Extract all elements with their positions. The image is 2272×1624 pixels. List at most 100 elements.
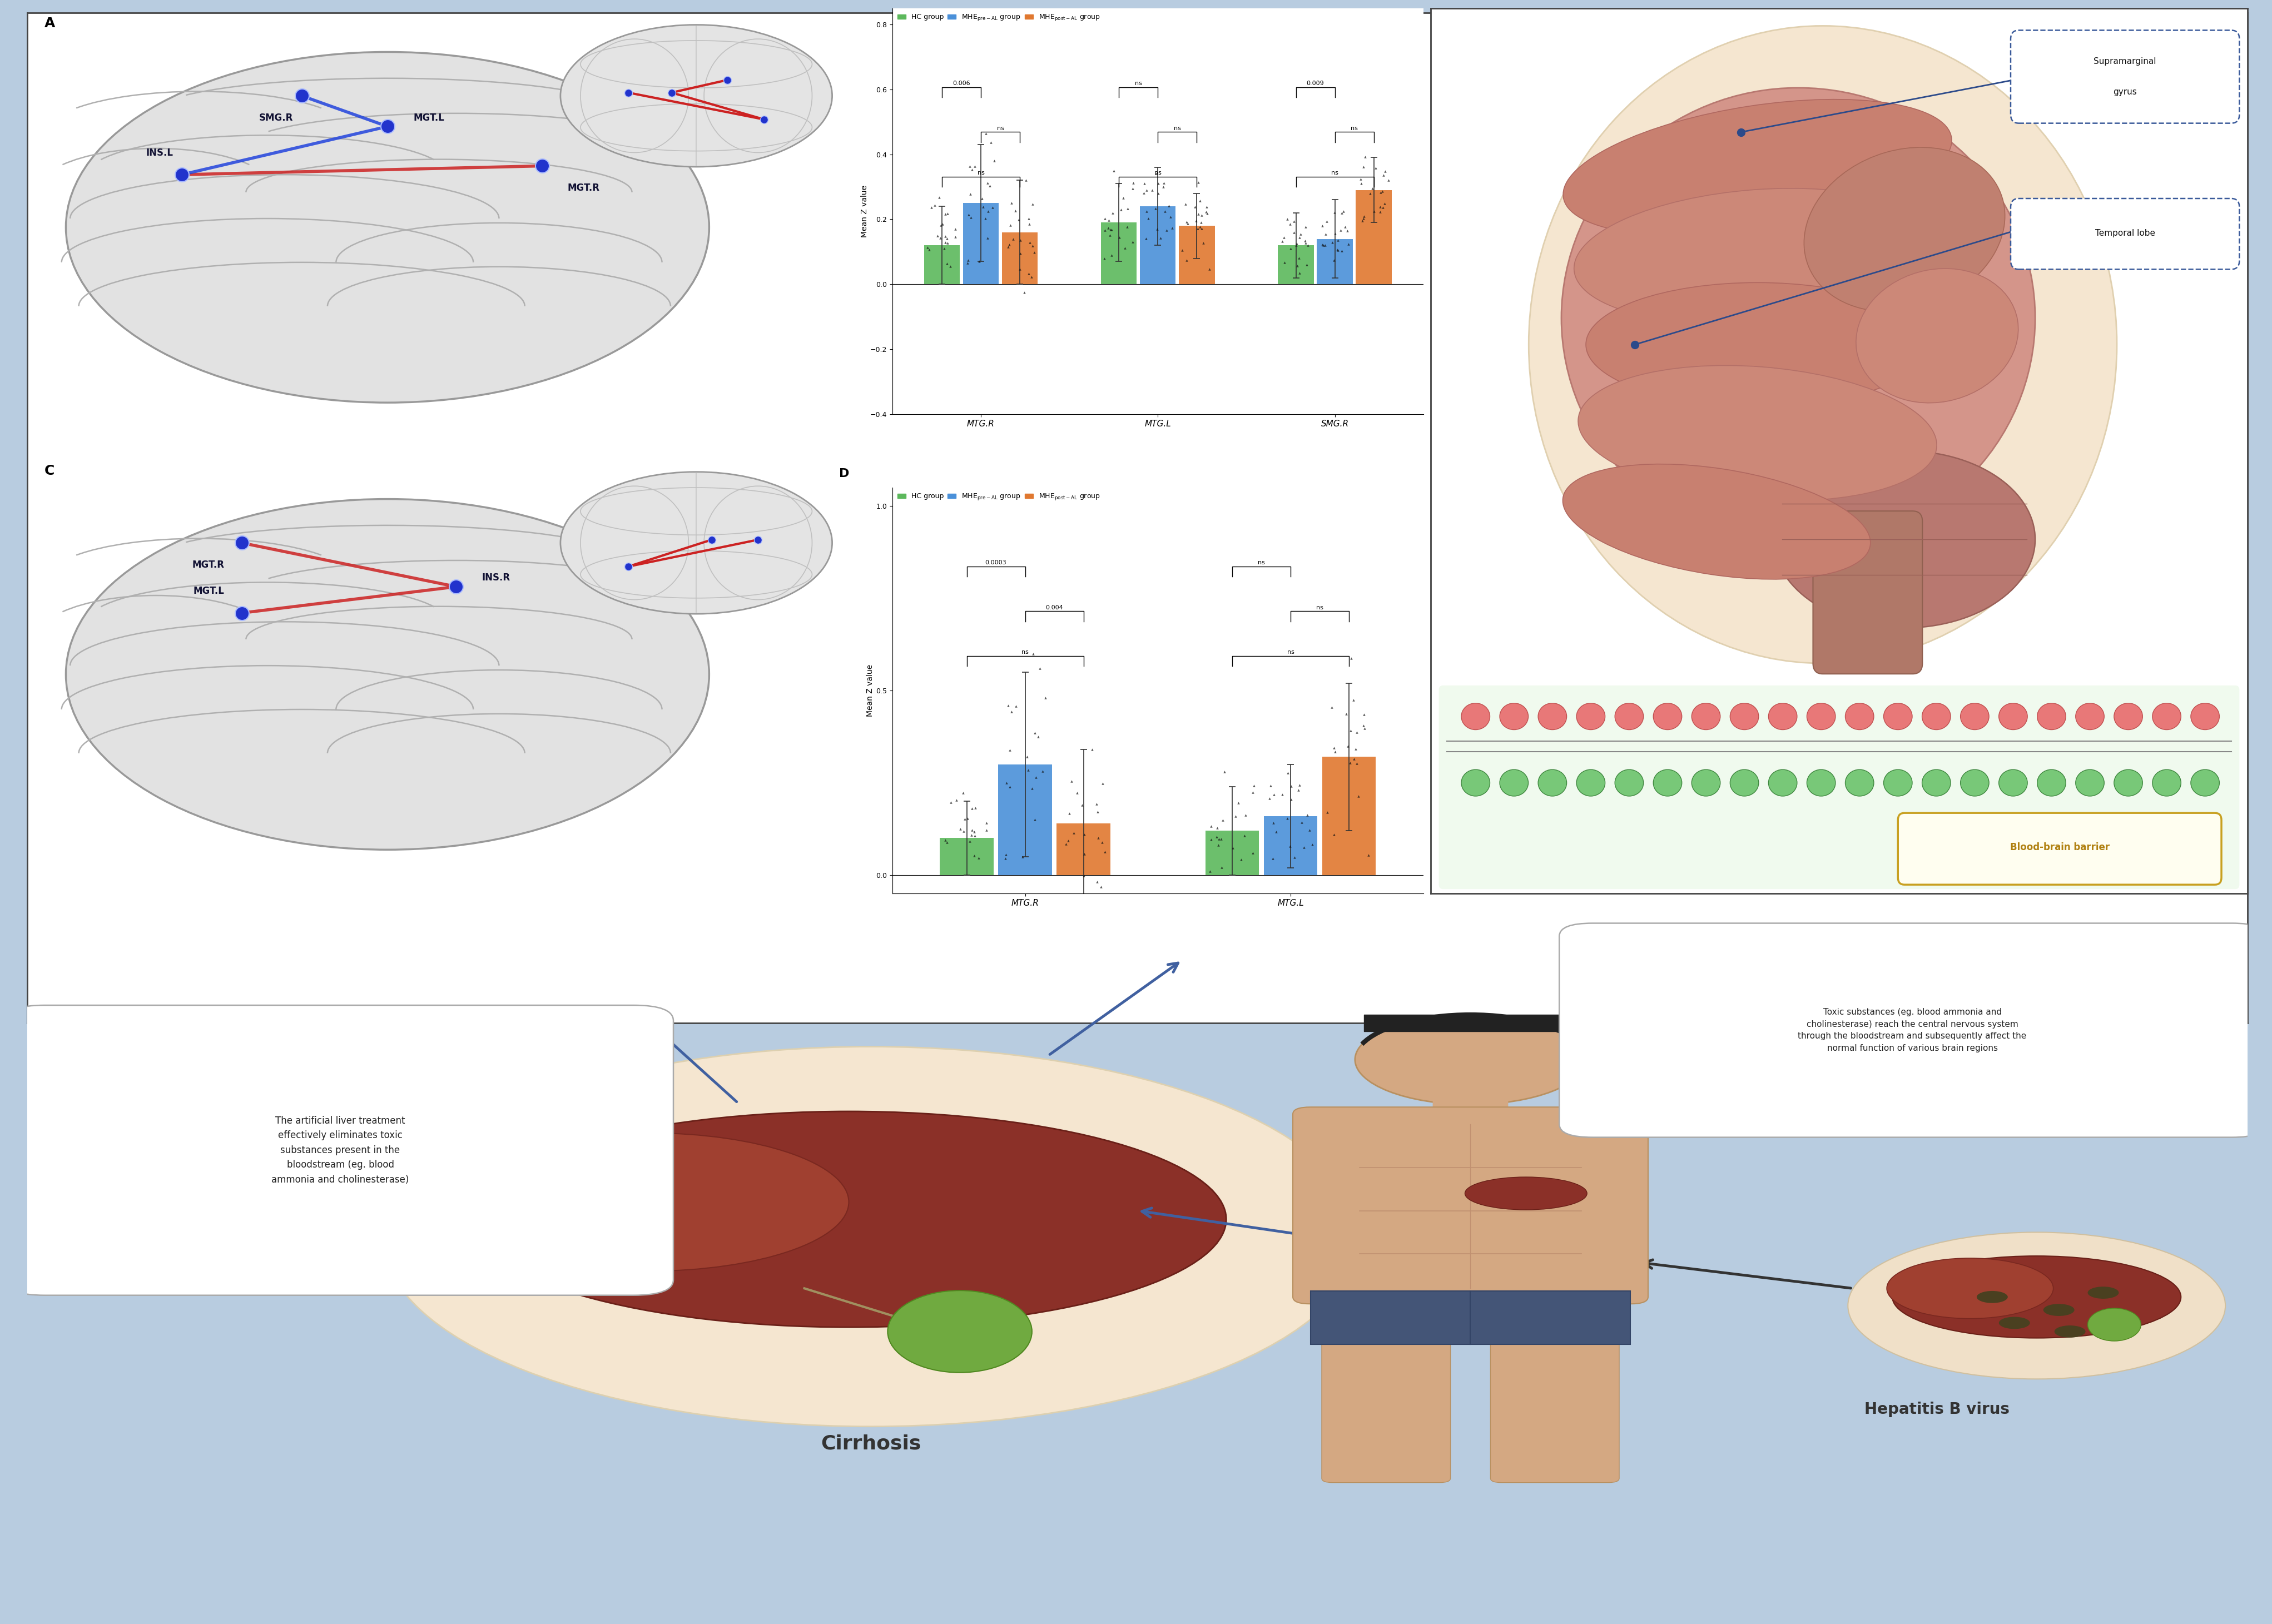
Ellipse shape	[2036, 770, 2065, 796]
Point	[911, 237, 947, 263]
Text: gyrus: gyrus	[2113, 88, 2136, 96]
Point	[1345, 716, 1381, 742]
Point	[1191, 859, 1227, 885]
Point	[1011, 260, 1047, 286]
Point	[1193, 814, 1229, 840]
Point	[936, 216, 972, 242]
Point	[970, 172, 1006, 198]
Ellipse shape	[1806, 770, 1836, 796]
Legend: HC group, MHE$_{\mathrm{pre-AL}}$ group, MHE$_{\mathrm{post-AL}}$ group: HC group, MHE$_{\mathrm{pre-AL}}$ group,…	[895, 11, 1102, 24]
Point	[929, 226, 966, 252]
Ellipse shape	[1500, 703, 1527, 729]
Point	[1338, 719, 1375, 745]
Ellipse shape	[1729, 770, 1759, 796]
FancyBboxPatch shape	[5, 1005, 673, 1296]
Point	[1290, 232, 1327, 258]
Point	[1052, 768, 1088, 794]
Point	[1288, 802, 1325, 828]
Point	[1338, 750, 1375, 776]
Ellipse shape	[1883, 703, 1911, 729]
Ellipse shape	[1577, 365, 1936, 500]
Point	[1079, 791, 1116, 817]
Point	[1002, 240, 1038, 266]
Ellipse shape	[1999, 770, 2027, 796]
Point	[1322, 237, 1359, 263]
Text: MGT.R: MGT.R	[193, 560, 225, 570]
Point	[1054, 820, 1091, 846]
Point	[988, 770, 1025, 796]
Point	[1027, 685, 1063, 711]
Point	[957, 153, 993, 179]
Point	[1179, 169, 1216, 195]
Point	[1361, 195, 1397, 221]
Point	[954, 156, 991, 182]
Point	[1263, 781, 1300, 807]
Point	[1125, 180, 1161, 206]
Text: ns: ns	[1020, 650, 1029, 654]
Ellipse shape	[1577, 703, 1604, 729]
Point	[1109, 197, 1145, 222]
Point	[1263, 229, 1300, 255]
Point	[932, 789, 968, 815]
Point	[1322, 200, 1359, 226]
Point	[1093, 242, 1129, 268]
Text: A: A	[45, 16, 55, 31]
Point	[968, 817, 1004, 843]
Point	[1315, 200, 1352, 226]
Point	[1268, 806, 1304, 831]
Point	[1318, 221, 1354, 247]
Point	[1188, 200, 1225, 226]
Point	[968, 120, 1004, 146]
Point	[1363, 195, 1400, 221]
Ellipse shape	[1845, 703, 1874, 729]
Point	[997, 693, 1034, 719]
Point	[1272, 786, 1309, 812]
Point	[957, 823, 993, 849]
Point	[1281, 773, 1318, 799]
Point	[1086, 245, 1122, 271]
Point	[1259, 818, 1295, 844]
Point	[1329, 218, 1365, 244]
Point	[1327, 214, 1363, 240]
Ellipse shape	[1922, 770, 1949, 796]
Point	[1204, 807, 1241, 833]
Point	[938, 788, 975, 814]
Point	[1266, 224, 1302, 250]
Point	[1093, 216, 1129, 242]
Point	[950, 247, 986, 273]
Point	[1279, 776, 1315, 802]
Point	[1084, 830, 1120, 856]
Point	[1322, 218, 1359, 244]
Point	[922, 226, 959, 252]
Point	[1147, 198, 1184, 224]
Point	[1138, 161, 1175, 187]
Point	[920, 184, 957, 209]
Point	[1345, 713, 1381, 739]
Point	[945, 818, 982, 844]
Ellipse shape	[1538, 770, 1565, 796]
Ellipse shape	[2152, 703, 2181, 729]
Point	[1106, 235, 1143, 261]
Point	[1350, 843, 1386, 869]
Point	[952, 828, 988, 854]
Point	[1000, 206, 1036, 232]
Point	[1184, 209, 1220, 235]
FancyBboxPatch shape	[1311, 1291, 1629, 1345]
Point	[1272, 773, 1309, 799]
Point	[1320, 227, 1356, 253]
Ellipse shape	[1922, 703, 1949, 729]
Point	[1134, 177, 1170, 203]
Ellipse shape	[2152, 770, 2181, 796]
Point	[1129, 205, 1166, 231]
Point	[970, 198, 1006, 224]
Ellipse shape	[1563, 464, 1870, 580]
Text: ns: ns	[1350, 125, 1359, 132]
Ellipse shape	[1774, 451, 2036, 628]
Bar	[963, 203, 997, 284]
Circle shape	[2043, 1304, 2074, 1315]
Ellipse shape	[1652, 703, 1681, 729]
Point	[1079, 869, 1116, 895]
Point	[1141, 171, 1177, 197]
Point	[929, 250, 966, 276]
Ellipse shape	[1538, 703, 1565, 729]
